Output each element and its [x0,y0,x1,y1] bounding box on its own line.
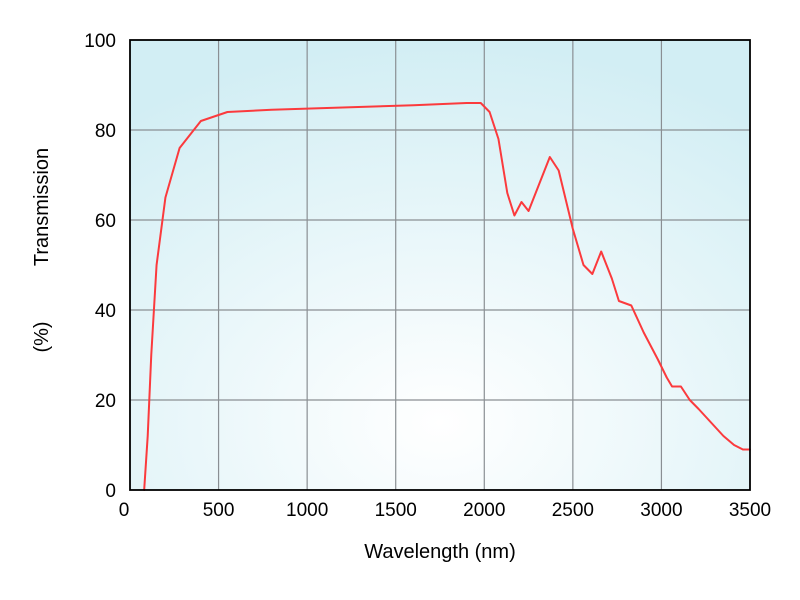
x-tick-label: 1000 [286,500,328,521]
y-tick-label: 80 [95,121,116,142]
x-axis-label: Wavelength (nm) [364,541,516,563]
y-axis-label-top: Transmission [31,148,53,266]
x-tick-label: 2000 [463,500,505,521]
x-tick-label: 500 [203,500,235,521]
x-tick-label: 3500 [729,500,771,521]
plot-background [130,40,750,490]
y-tick-label: 0 [105,481,116,502]
y-tick-label: 20 [95,391,116,412]
chart-svg: 0 500 1000 1500 2000 2500 3000 3500 0 20 40 60 80 100… [0,0,800,600]
x-tick-label: 0 [119,500,130,521]
x-tick-label: 1500 [375,500,417,521]
x-tick-label: 2500 [552,500,594,521]
y-tick-label: 40 [95,301,116,322]
y-axis-label-group: Transmission (%) [31,148,53,353]
y-tick-label: 60 [95,211,116,232]
y-axis-label-bottom: (%) [31,321,53,352]
transmission-chart: 0 500 1000 1500 2000 2500 3000 3500 0 20 40 60 80 100… [0,0,800,600]
x-tick-label: 3000 [640,500,682,521]
y-tick-label: 100 [84,31,116,52]
